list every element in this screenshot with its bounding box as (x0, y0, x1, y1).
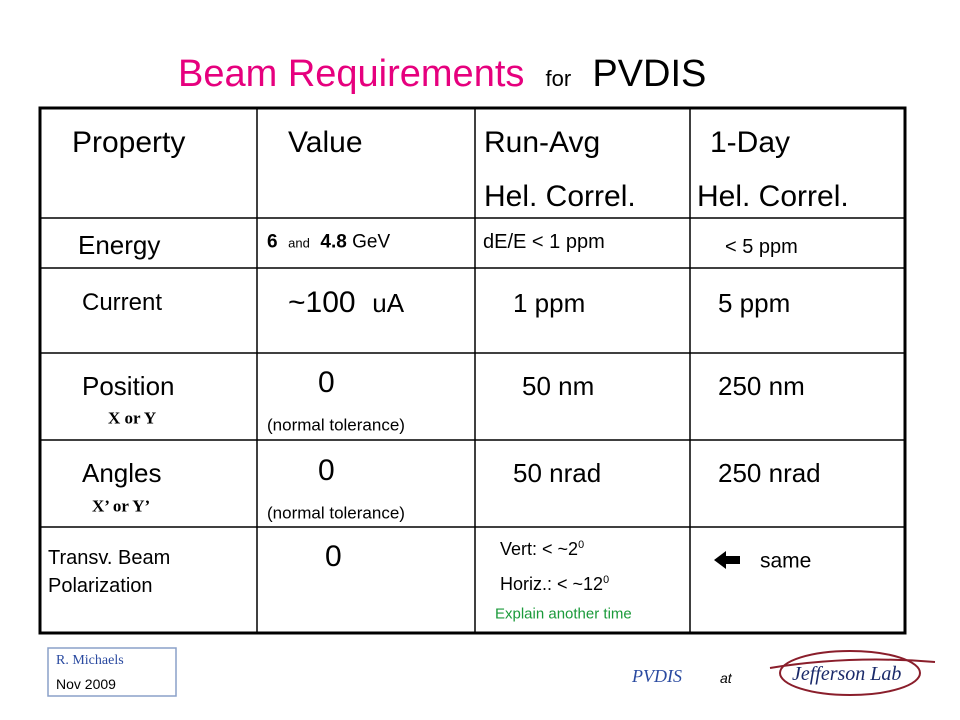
cell: 6 and 4.8 GeV (267, 233, 390, 252)
cell: X or Y (108, 408, 157, 428)
cell: 5 ppm (718, 288, 791, 318)
cell: X’ or Y’ (92, 496, 151, 516)
logo-ring (779, 650, 921, 696)
cell: ~100 uA (288, 288, 404, 318)
date: Nov 2009 (56, 676, 116, 692)
cell: Polarization (48, 575, 153, 597)
header: Hel. Correl. (484, 180, 636, 213)
logo-text: Jefferson Lab (792, 663, 902, 685)
cell: 250 nrad (718, 458, 821, 488)
cell: 50 nm (522, 371, 595, 401)
footer-project: PVDIS (632, 666, 682, 686)
cell: (normal tolerance) (267, 503, 405, 523)
footer-at: at (720, 670, 732, 686)
cell-part: GeV (352, 231, 391, 253)
title-small: for (545, 66, 572, 91)
cell: Vert: < ~20 (500, 540, 584, 558)
table-border (38, 106, 907, 635)
cell-part: 6 (267, 231, 278, 253)
header: Property (72, 126, 186, 159)
author: R. Michaels (56, 653, 124, 668)
author-box (47, 647, 177, 697)
cell: 0 (325, 540, 342, 573)
superscript: 0 (578, 539, 585, 551)
superscript: 0 (603, 574, 610, 586)
cell: Energy (78, 230, 161, 260)
cell: 0 (318, 454, 335, 487)
arrow-icon (714, 551, 740, 569)
cell-part: Horiz.: < ~12 (500, 574, 604, 594)
cell-note: Explain another time (495, 605, 632, 623)
header: Hel. Correl. (697, 180, 849, 213)
title: Beam Requirements for PVDIS (178, 55, 706, 93)
cell-part: Vert: < ~2 (500, 539, 579, 559)
cell: 1 ppm (513, 288, 586, 318)
cell: 50 nrad (513, 458, 602, 488)
cell: dE/E < 1 ppm (483, 231, 605, 253)
cell: 0 (318, 366, 335, 399)
header: 1-Day (710, 126, 791, 159)
cell-part: 4.8 (320, 231, 347, 253)
cell: (normal tolerance) (267, 415, 405, 435)
cell: Horiz.: < ~120 (500, 575, 609, 593)
header: Value (288, 126, 363, 159)
cell-part: ~100 (288, 286, 356, 319)
cell-part: and (288, 235, 310, 251)
header: Run-Avg (484, 126, 601, 159)
cell: Transv. Beam (48, 547, 171, 569)
cell: < 5 ppm (725, 236, 798, 258)
cell: Position (82, 371, 175, 401)
cell-part: uA (372, 288, 405, 318)
grid (40, 108, 905, 633)
cell: Current (82, 289, 163, 316)
title-main: Beam Requirements (178, 53, 525, 95)
cell: same (760, 549, 812, 573)
logo-swoosh (769, 658, 936, 669)
cell: 250 nm (718, 371, 805, 401)
cell: Angles (82, 458, 162, 488)
title-project: PVDIS (592, 53, 707, 95)
